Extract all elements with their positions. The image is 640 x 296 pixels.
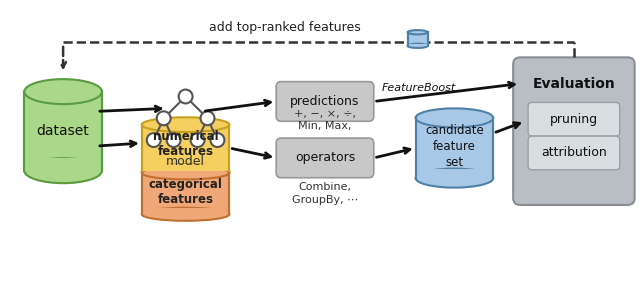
Polygon shape [408,44,428,46]
Polygon shape [408,32,428,46]
Ellipse shape [408,30,428,34]
Circle shape [179,90,193,103]
Text: categorical
features: categorical features [148,178,223,206]
Text: operators: operators [295,152,355,164]
Circle shape [147,133,161,147]
Circle shape [166,133,180,147]
Text: dataset: dataset [36,124,90,138]
Text: numerical
features: numerical features [153,130,218,158]
Polygon shape [415,169,493,178]
Text: FeatureBoost: FeatureBoost [381,83,456,93]
Text: add top-ranked features: add top-ranked features [209,21,361,34]
Text: pruning: pruning [550,113,598,126]
Polygon shape [142,125,229,171]
Ellipse shape [408,44,428,48]
Polygon shape [415,118,493,178]
FancyBboxPatch shape [513,57,635,205]
Circle shape [211,133,225,147]
Polygon shape [142,173,229,214]
Circle shape [157,111,171,125]
Text: attribution: attribution [541,147,607,160]
Circle shape [200,111,214,125]
Ellipse shape [142,208,229,221]
Ellipse shape [415,169,493,188]
Ellipse shape [415,108,493,127]
FancyBboxPatch shape [276,82,374,121]
Polygon shape [142,208,229,214]
Ellipse shape [24,158,102,183]
Ellipse shape [142,164,229,179]
FancyBboxPatch shape [276,138,374,178]
Text: model: model [166,155,205,168]
Polygon shape [24,158,102,171]
Ellipse shape [24,79,102,104]
FancyBboxPatch shape [528,102,620,136]
Ellipse shape [142,166,229,179]
Polygon shape [24,92,102,171]
Ellipse shape [142,117,229,132]
Polygon shape [142,164,229,171]
Text: candidate
feature
set: candidate feature set [425,123,484,168]
Circle shape [191,133,205,147]
Text: Evaluation: Evaluation [532,77,615,91]
Text: predictions: predictions [291,95,360,108]
Text: Combine,
GroupBy, ⋯: Combine, GroupBy, ⋯ [292,182,358,205]
FancyBboxPatch shape [528,136,620,170]
Text: +, −, ×, ÷,
Min, Max,: +, −, ×, ÷, Min, Max, [294,109,356,131]
